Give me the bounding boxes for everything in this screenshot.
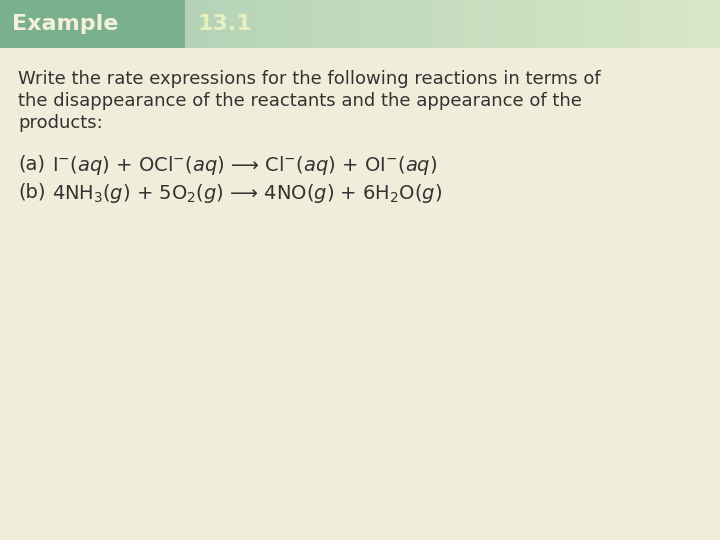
Text: 4NH$_{3}$($g$) + 5O$_{2}$($g$) ⟶ 4NO($g$) + 6H$_{2}$O($g$): 4NH$_{3}$($g$) + 5O$_{2}$($g$) ⟶ 4NO($g$… xyxy=(52,182,442,205)
Text: 13.1: 13.1 xyxy=(197,14,252,34)
Text: (b): (b) xyxy=(18,182,45,201)
Bar xyxy=(0,0,185,48)
Text: Write the rate expressions for the following reactions in terms of: Write the rate expressions for the follo… xyxy=(18,70,600,88)
Text: Example: Example xyxy=(12,14,118,34)
Text: I$^{-}$($aq$) + OCl$^{-}$($aq$) ⟶ Cl$^{-}$($aq$) + OI$^{-}$($aq$): I$^{-}$($aq$) + OCl$^{-}$($aq$) ⟶ Cl$^{-… xyxy=(52,154,437,177)
Text: (a): (a) xyxy=(18,154,45,173)
Text: products:: products: xyxy=(18,114,103,132)
Text: the disappearance of the reactants and the appearance of the: the disappearance of the reactants and t… xyxy=(18,92,582,110)
